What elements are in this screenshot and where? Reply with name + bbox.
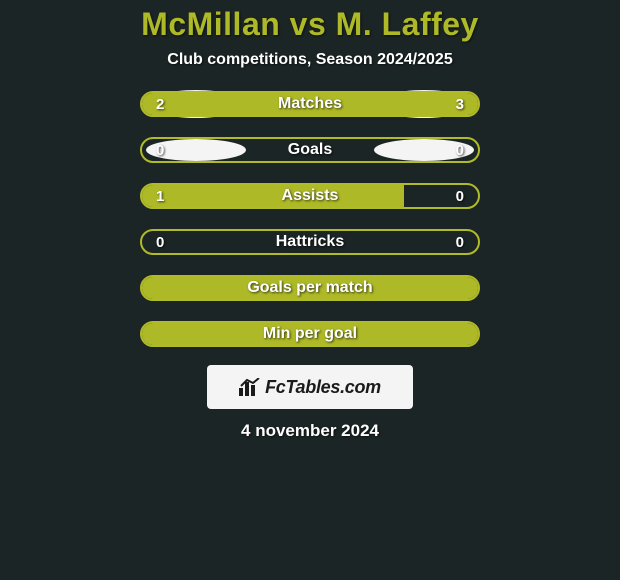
stat-bar: Min per goal xyxy=(140,321,480,347)
stat-bar: 23Matches xyxy=(140,91,480,117)
page-title: McMillan vs M. Laffey xyxy=(141,6,479,43)
stat-bar-right-fill xyxy=(142,323,478,345)
source-badge-text: FcTables.com xyxy=(265,377,381,398)
stat-row: 0 0Goals xyxy=(140,137,480,163)
stat-label: Hattricks xyxy=(142,231,478,253)
stat-value-right: 0 xyxy=(456,185,464,207)
stat-label: Goals xyxy=(142,139,478,161)
stat-bar: 0 0Goals xyxy=(140,137,480,163)
stat-bar: 0 0Hattricks xyxy=(140,229,480,255)
stat-row: Min per goal xyxy=(140,321,480,347)
stat-row: 0 0Hattricks xyxy=(140,229,480,255)
stat-bar: 10Assists xyxy=(140,183,480,209)
stat-value-left: 0 xyxy=(156,139,164,161)
stat-bar-left-fill xyxy=(142,277,478,299)
stat-bar: Goals per match xyxy=(140,275,480,301)
stat-row: Goals per match xyxy=(140,275,480,301)
subtitle: Club competitions, Season 2024/2025 xyxy=(167,51,452,69)
stat-bar-left-fill xyxy=(142,93,276,115)
stat-bar-right-fill xyxy=(276,93,478,115)
chart-icon xyxy=(239,378,261,396)
stat-row: 23Matches xyxy=(140,91,480,117)
stat-bar-left-fill xyxy=(142,185,404,207)
stat-value-right: 0 xyxy=(456,139,464,161)
stat-value-right: 0 xyxy=(456,231,464,253)
source-badge: FcTables.com xyxy=(207,365,413,409)
stat-row: 10Assists xyxy=(140,183,480,209)
footer-date: 4 november 2024 xyxy=(241,421,379,441)
content-container: McMillan vs M. Laffey Club competitions,… xyxy=(0,0,620,580)
stat-value-left: 0 xyxy=(156,231,164,253)
